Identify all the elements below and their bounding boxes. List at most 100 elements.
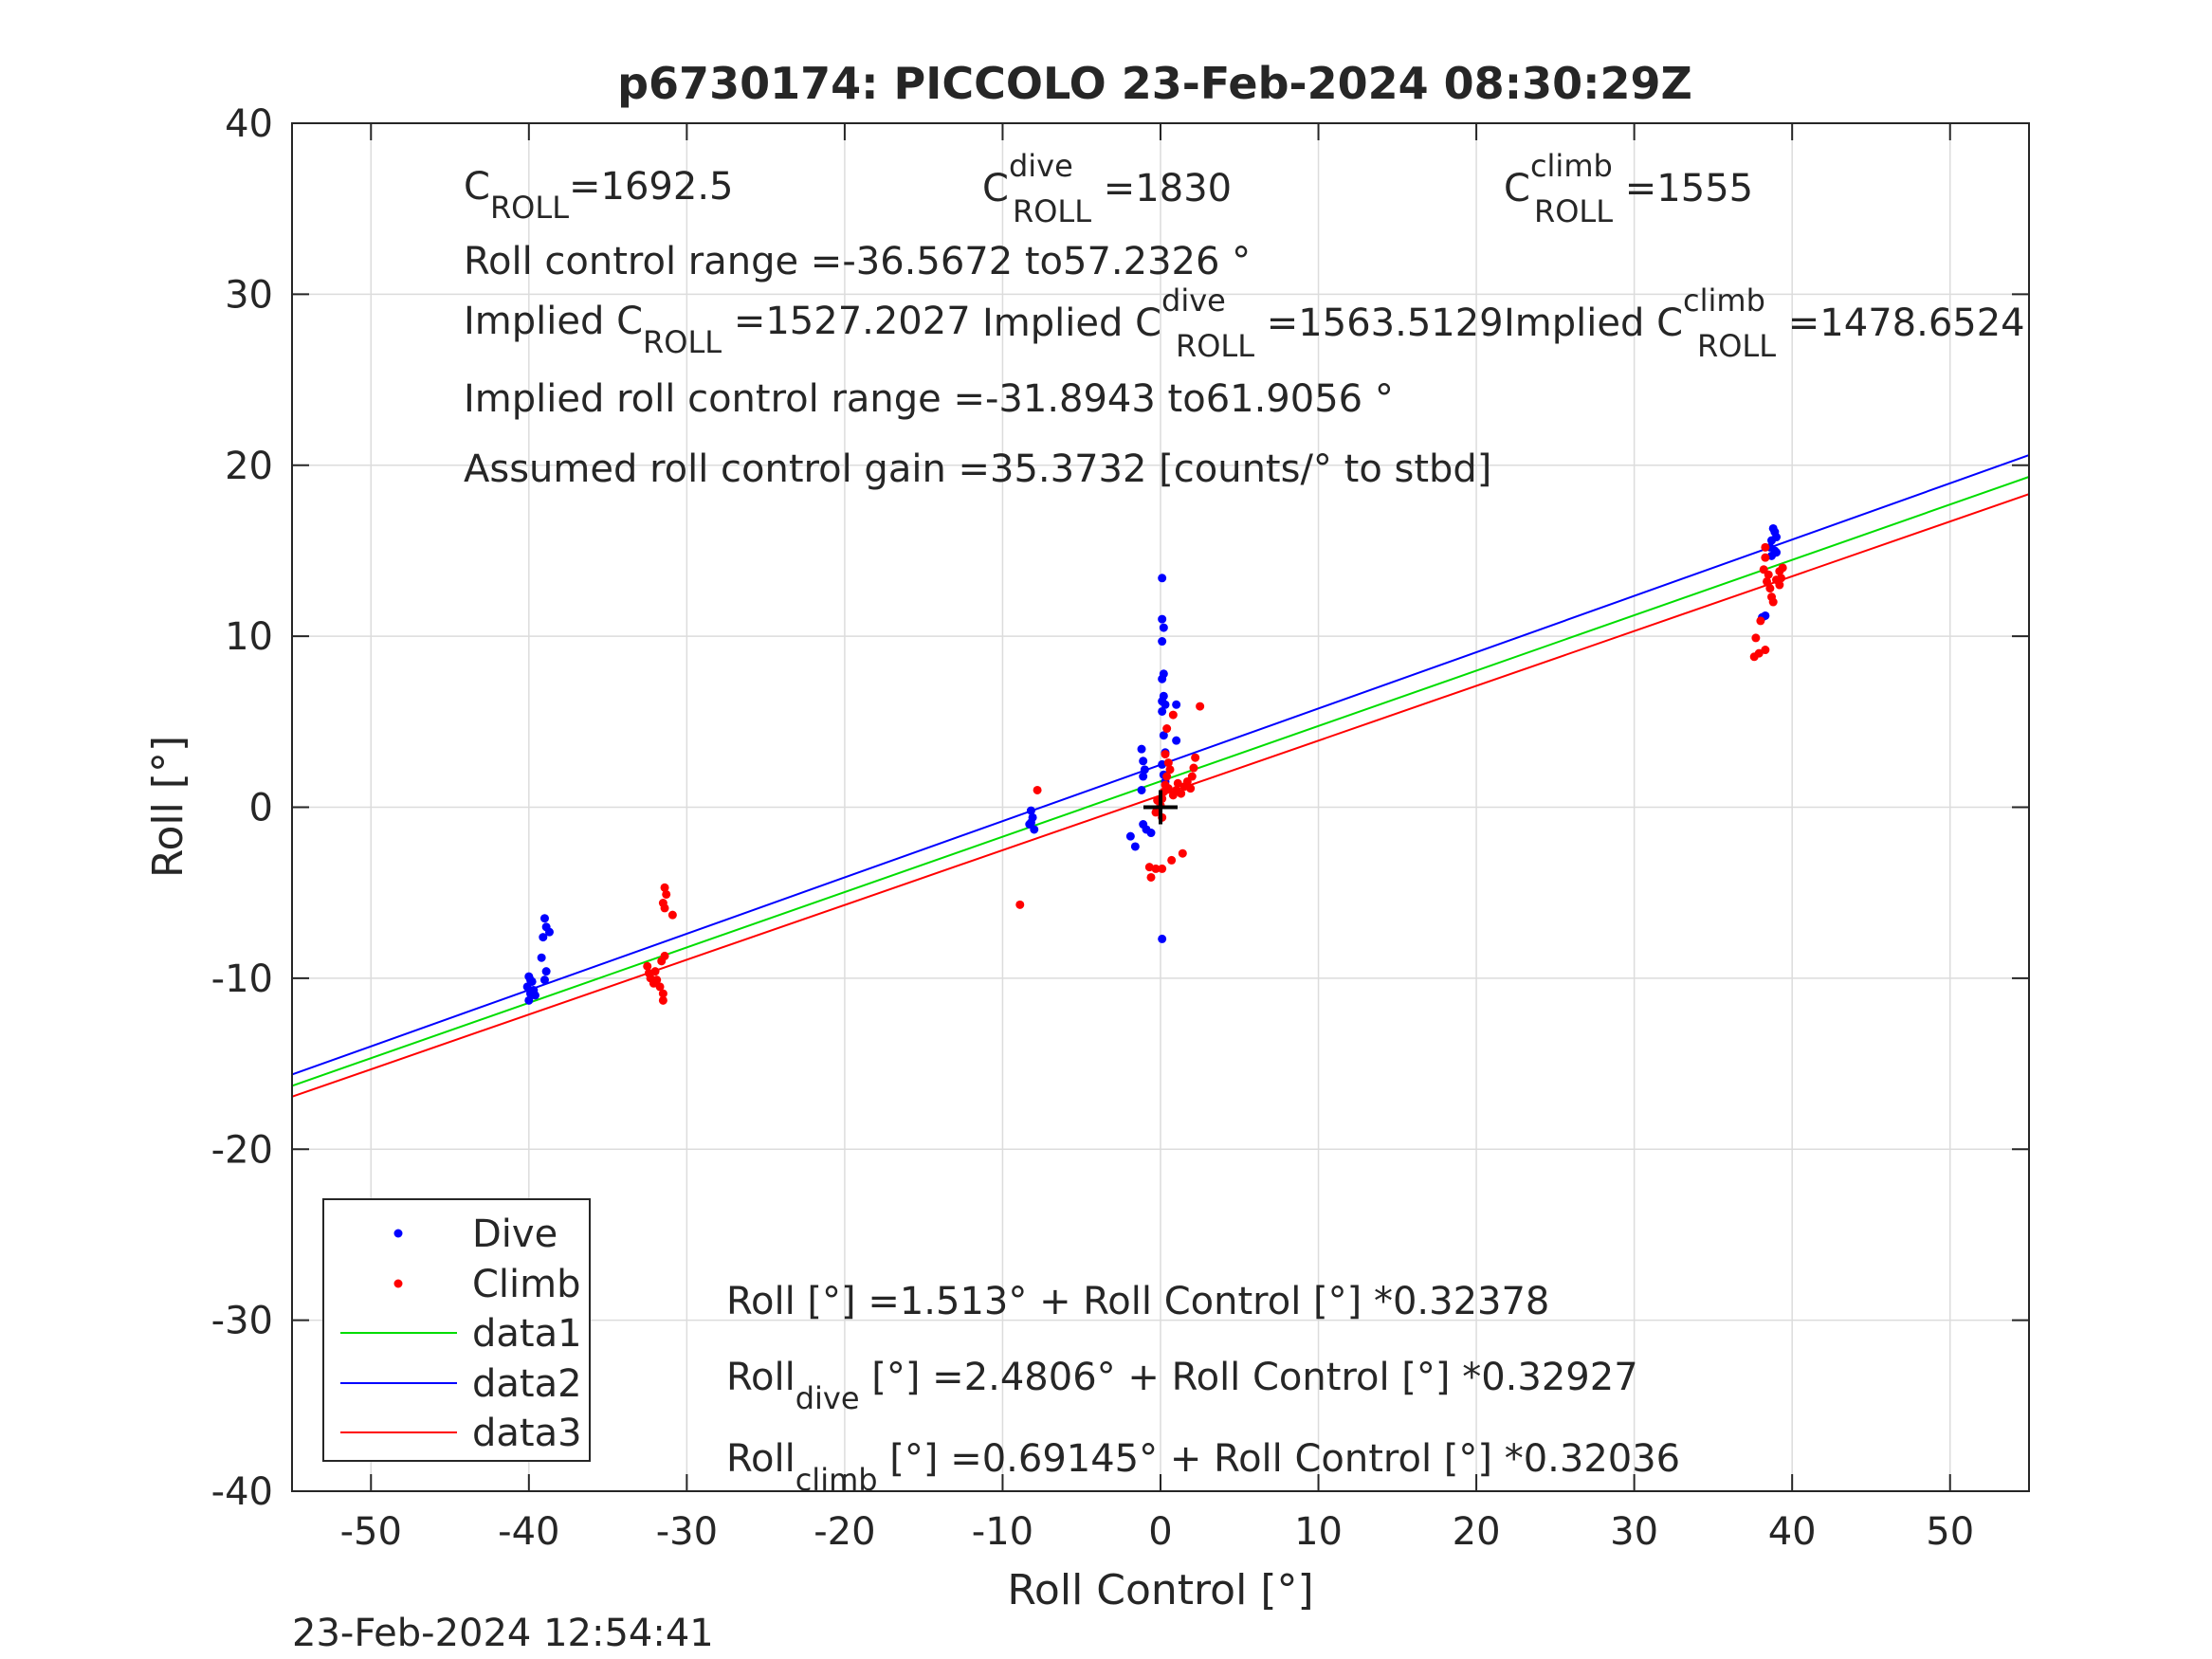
dive-point [544,927,554,937]
dive-point [530,991,539,1000]
roll-control-range: Roll control range =-36.5672 to57.2326 ° [464,240,1251,283]
legend-marker-climb [393,1279,403,1288]
c-dive-sup: dive [1009,148,1073,184]
climb-point [1162,724,1172,734]
legend-label-data2: data2 [472,1362,582,1406]
implied-value: =1527.2027 [722,300,971,343]
climb-point [1167,855,1177,865]
implied-climb-value: =1478.6524 [1776,301,2025,345]
implied-dive-value: =1563.5129 [1254,301,1504,345]
climb-point [650,967,660,976]
dive-point [539,975,549,985]
climb-point [1761,646,1770,655]
x-tick-label: 0 [1148,1510,1172,1554]
climb-point [1765,584,1775,593]
climb-point [1163,784,1173,793]
climb-point [1151,864,1161,873]
climb-point [662,889,671,899]
data-points [522,523,1787,1005]
x-tick-label: -40 [498,1510,559,1554]
climb-point [1177,789,1186,798]
dive-point [1026,806,1035,815]
climb-point [1778,563,1787,573]
fit-equations: Roll [°] =1.513° + Roll Control [°] *0.3… [726,1280,1680,1498]
climb-point [660,883,669,892]
legend-label-data1: data1 [472,1312,582,1356]
climb-point [660,903,669,913]
c-climb-value: =1555 [1613,167,1753,210]
climb-point [1151,808,1161,817]
legend-label-data3: data3 [472,1412,582,1455]
dive-point [1172,736,1181,745]
dive-point [1137,744,1146,754]
dive-point [524,995,534,1005]
climb-point [1768,597,1778,607]
dive-point [1159,731,1168,740]
climb-point [652,975,662,985]
climb-point [1173,778,1182,788]
c-dive-value: =1830 [1091,167,1232,210]
climb-point [643,961,652,971]
y-tick-label: 40 [225,102,273,146]
implied-roll-control-range: Implied roll control range =-31.8943 to6… [464,377,1394,421]
implied-dive-prefix: Implied C [982,301,1161,345]
x-tick-label: 50 [1926,1510,1974,1554]
dive-point [1158,614,1167,624]
climb-point [1168,710,1178,720]
dive-point [539,914,549,923]
implied-climb-prefix: Implied C [1504,301,1683,345]
c-dive-base: C [982,167,1009,210]
axis-ticks [292,122,2029,1492]
implied-climb-sup: climb [1683,283,1765,319]
eq-climb-rest: [°] =0.69145° + Roll Control [°] *0.3203… [878,1437,1681,1481]
climb-point [667,910,677,920]
climb-point [1761,553,1770,562]
equation-climb: Rollclimb [°] =0.69145° + Roll Control [… [726,1437,1680,1498]
climb-point [1196,702,1205,711]
climb-point [1761,542,1770,552]
climb-point [1777,574,1786,583]
climb-point [1191,753,1200,762]
dive-point [537,953,546,962]
climb-point [1163,758,1173,768]
climb-point [1146,872,1156,882]
climb-point [1015,900,1025,909]
dive-point [1146,829,1156,838]
climb-point [655,982,665,992]
y-tick-label: -30 [211,1300,273,1343]
c-roll-annotation: CROLL=1692.5 [464,165,734,226]
tick-labels: -50 -40 -30 -20 -10 0 10 20 30 40 50 -40 -30 -20 -10 0 1… [211,102,1975,1554]
climb-point [660,951,669,960]
c-roll-dive-annotation: Cdive ROLL =1830 [982,148,1232,229]
dive-point [1139,772,1148,781]
legend-label-dive: Dive [472,1212,558,1256]
implied-sub: ROLL [643,324,722,360]
implied-dive-sub: ROLL [1176,328,1254,364]
c-roll-climb-annotation: Cclimb ROLL =1555 [1504,148,1753,229]
y-axis-label: Roll [°] [144,736,192,878]
dive-point [525,975,535,985]
climb-point [658,995,667,1005]
y-tick-label: 20 [225,445,273,488]
climb-point [1178,848,1187,858]
legend-items: Dive Climb data1 data2 data3 [340,1212,582,1455]
eq-dive-base: Roll [726,1356,795,1399]
dive-point [1125,831,1135,841]
implied-prefix: Implied C [464,300,643,343]
dive-point [1158,637,1167,647]
climb-point [1187,772,1197,781]
implied-dive-sup: dive [1161,283,1226,319]
x-tick-label: -20 [814,1510,875,1554]
c-climb-base: C [1504,167,1530,210]
y-tick-label: 0 [249,787,273,830]
fit-line-data1 [291,476,2030,1087]
dive-point [1030,825,1039,834]
dive-point [1158,934,1167,943]
climb-point [1756,616,1765,626]
climb-point [1162,772,1172,781]
dive-point [1139,757,1148,766]
dive-point [1158,674,1167,684]
equation-all: Roll [°] =1.513° + Roll Control [°] *0.3… [726,1280,1549,1323]
climb-point [1033,785,1042,794]
